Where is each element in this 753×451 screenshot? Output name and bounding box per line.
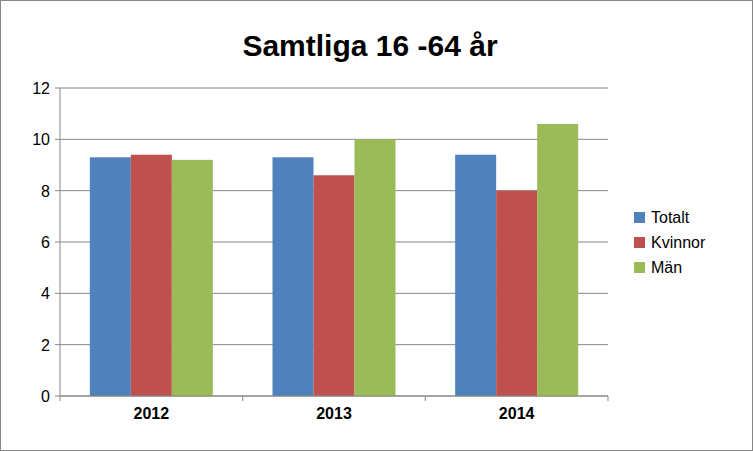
bar [172, 160, 213, 396]
y-tick-label: 8 [41, 183, 50, 200]
grid-line [60, 139, 608, 140]
bar [90, 157, 131, 396]
grid-line [60, 396, 608, 397]
grid-line [60, 88, 608, 89]
y-tick-label: 10 [32, 131, 50, 148]
y-tick [55, 293, 60, 294]
y-tick [55, 242, 60, 243]
y-tick-label: 0 [41, 388, 50, 405]
y-axis [60, 88, 61, 396]
chart-svg: Samtliga 16 -64 år 0 2 4 6 8 10 12 2012 2013 2014 T… [0, 0, 753, 451]
x-tick-label: 2014 [499, 405, 535, 422]
x-tick [242, 396, 243, 401]
bar [537, 124, 578, 396]
legend-swatch [634, 262, 645, 273]
y-tick [55, 88, 60, 89]
legend-label: Män [651, 259, 682, 276]
y-tick-label: 12 [32, 80, 50, 97]
x-tick [425, 396, 426, 401]
bar [273, 157, 314, 396]
y-tick-label: 6 [41, 234, 50, 251]
x-tick-label: 2012 [134, 405, 170, 422]
y-tick [55, 344, 60, 345]
legend-swatch [634, 212, 645, 223]
bar [131, 155, 172, 396]
legend-label: Totalt [651, 209, 690, 226]
bar [455, 155, 496, 396]
legend-swatch [634, 237, 645, 248]
y-tick-label: 2 [41, 337, 50, 354]
bar [314, 175, 355, 396]
x-tick [60, 396, 61, 401]
y-tick-label: 4 [41, 285, 50, 302]
y-tick [55, 190, 60, 191]
title: Samtliga 16 -64 år [242, 29, 497, 62]
bar [355, 139, 396, 396]
bars [90, 124, 578, 396]
chart-container: Samtliga 16 -64 år 0 2 4 6 8 10 12 2012 2013 2014 T… [0, 0, 753, 451]
x-tick-label: 2013 [316, 405, 352, 422]
chart-frame [1, 1, 753, 451]
bar [496, 191, 537, 396]
x-tick [608, 396, 609, 401]
x-axis [60, 396, 608, 397]
legend-label: Kvinnor [651, 234, 706, 251]
y-tick [55, 139, 60, 140]
y-tick [55, 396, 60, 397]
